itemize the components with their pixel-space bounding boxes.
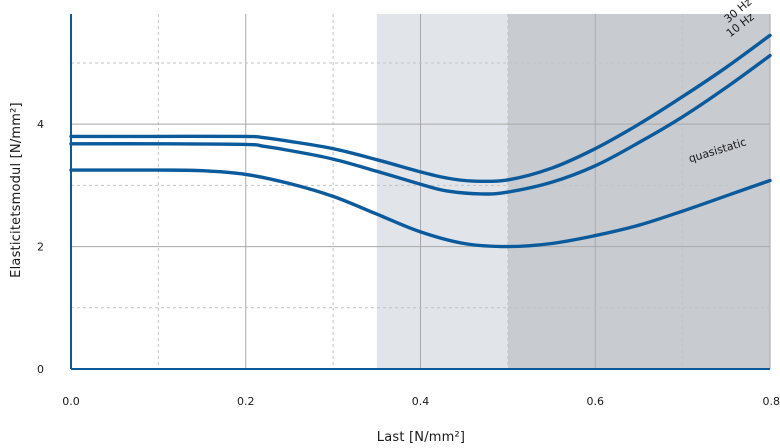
y-tick-label: 2: [37, 241, 44, 254]
x-tick-label: 0.4: [412, 395, 430, 408]
gridlines: [71, 14, 771, 369]
y-tick-label: 4: [37, 118, 44, 131]
x-tick-label: 0.8: [763, 395, 780, 408]
x-tick-label: 0.6: [587, 395, 605, 408]
shaded-bands: [376, 14, 770, 369]
shaded-region-1: [507, 14, 770, 369]
x-tick-label: 0.2: [237, 395, 255, 408]
y-tick-label: 0: [37, 363, 44, 376]
series-line-quasistatic: [69, 168, 772, 249]
x-axis-label: Last [N/mm²]: [377, 430, 465, 445]
y-axis-label: Elasticitetsmodul [N/mm²]: [9, 102, 24, 278]
series-line-10-hz: [69, 53, 772, 196]
x-tick-label: 0.0: [62, 395, 80, 408]
series-line-30-hz: [69, 33, 772, 184]
series-lines: [69, 33, 772, 249]
tick-labels: 0.0 0.2 0.4 0.6 0.8 0 2 4: [37, 118, 780, 408]
axes: [70, 14, 770, 370]
